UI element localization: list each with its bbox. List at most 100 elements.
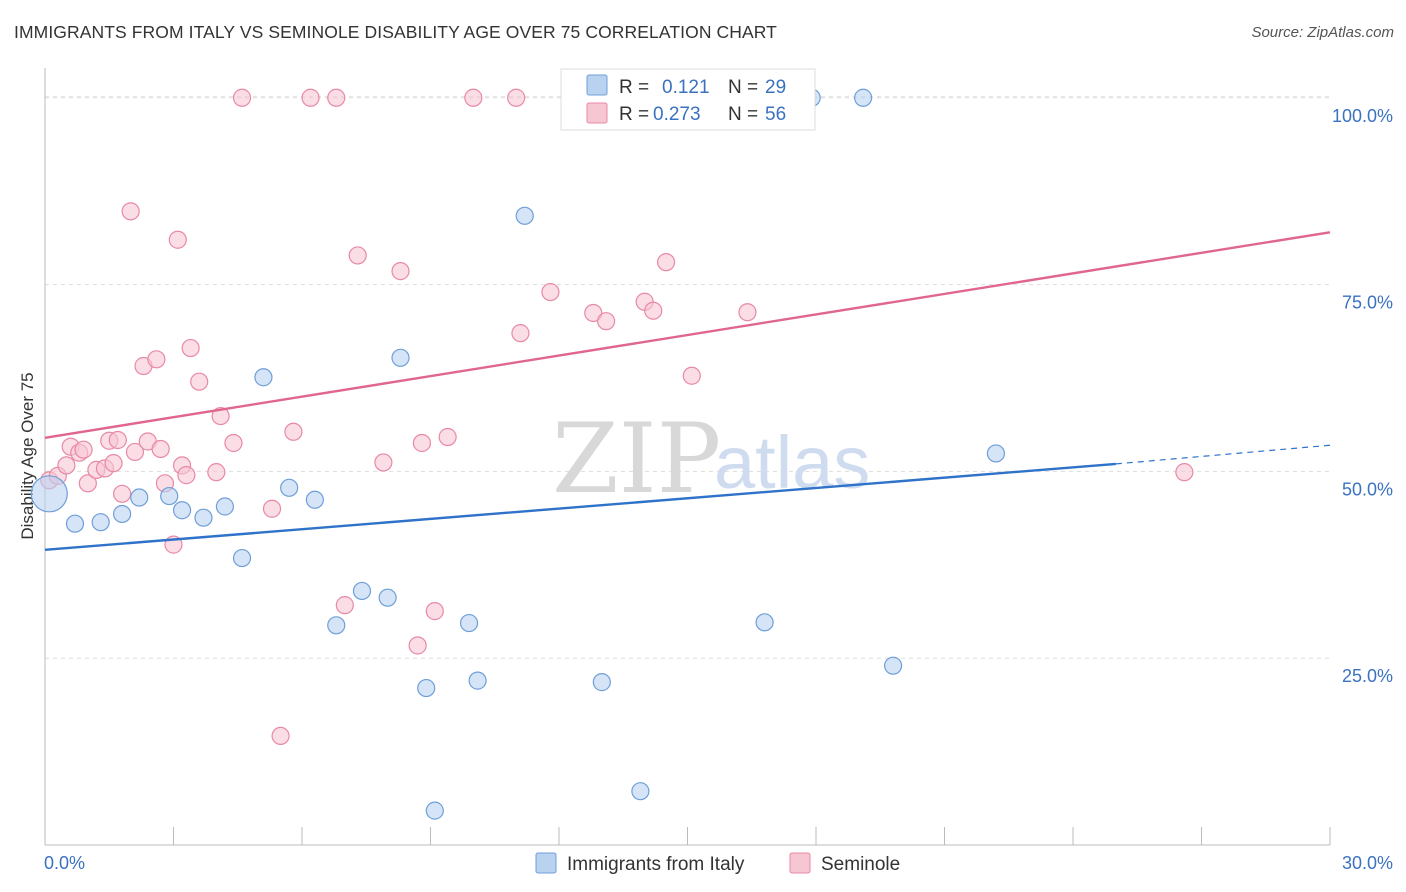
italy-point <box>280 478 299 497</box>
y-axis-label: Disability Age Over 75 <box>18 372 37 539</box>
legend-n-value-seminole: 56 <box>765 104 786 125</box>
seminole-point <box>168 230 187 249</box>
y-tick-label: 100.0% <box>1332 106 1393 126</box>
legend-r-value-italy: 0.121 <box>662 77 710 98</box>
chart-title: IMMIGRANTS FROM ITALY VS SEMINOLE DISABI… <box>14 22 777 42</box>
italy-point <box>417 678 436 698</box>
seminole-point <box>682 366 701 385</box>
y-tick-label: 50.0% <box>1342 479 1393 499</box>
seminole-point <box>181 338 200 358</box>
seminole-point <box>147 350 166 369</box>
seminole-point <box>284 422 303 441</box>
italy-point <box>30 475 68 513</box>
seminole-point <box>507 88 526 107</box>
seminole-point <box>597 312 616 331</box>
italy-point <box>172 501 192 520</box>
seminole-point <box>224 433 243 453</box>
seminole-point <box>112 484 132 503</box>
seminole-point <box>438 427 457 447</box>
italy-point <box>91 513 110 532</box>
seminole-point <box>464 88 483 107</box>
legend-r-value-seminole: 0.273 <box>653 104 701 125</box>
italy-point <box>755 613 774 632</box>
seminole-point <box>74 440 93 459</box>
series-legend: Immigrants from Italy Seminole <box>535 852 900 875</box>
seminole-point <box>584 303 603 323</box>
seminole-point <box>190 372 209 391</box>
seminole-point <box>391 262 410 281</box>
italy-point <box>194 508 213 527</box>
italy-point <box>515 206 534 225</box>
seminole-point <box>121 202 140 221</box>
italy-point <box>378 588 397 607</box>
seminole-point <box>656 253 676 272</box>
y-tick-label: 75.0% <box>1342 293 1393 313</box>
seminole-point <box>541 282 560 302</box>
seminole-point <box>57 456 76 475</box>
seminole-point <box>151 439 170 459</box>
italy-point <box>130 488 149 507</box>
seminole-point <box>271 726 290 746</box>
italy-point <box>352 581 372 601</box>
italy-point <box>305 490 324 509</box>
legend-n-label-seminole: N = <box>728 104 758 125</box>
watermark-atlas: atlas <box>714 421 870 504</box>
legend-n-value-italy: 29 <box>765 77 786 98</box>
legend-swatch-seminole <box>586 102 608 124</box>
legend-r-label-seminole: R = <box>619 104 649 125</box>
italy-point <box>327 616 346 635</box>
legend-r-label-italy: R = <box>619 77 649 98</box>
seminole-point <box>511 324 530 343</box>
seminole-point <box>348 246 367 265</box>
x-axis-ticks <box>44 827 1331 845</box>
seminole-point <box>412 433 432 453</box>
x-tick-label-max: 30.0% <box>1342 853 1393 873</box>
source-credit: Source: ZipAtlas.com <box>1251 24 1394 41</box>
seminole-point <box>425 602 444 621</box>
seminole-point <box>207 463 226 482</box>
italy-point <box>459 613 479 633</box>
y-axis-tick-labels: 25.0% 50.0% 75.0% 100.0% <box>1332 106 1393 686</box>
seminole-point <box>301 88 320 107</box>
seminole-point <box>327 88 346 107</box>
seminole-point <box>125 442 145 462</box>
series-legend-label-seminole: Seminole <box>821 854 900 875</box>
seminole-point <box>262 499 282 518</box>
italy-point <box>391 348 410 367</box>
seminole-point <box>1175 463 1194 482</box>
watermark-zip: ZIP <box>552 403 721 515</box>
italy-point <box>65 514 85 533</box>
seminole-point <box>374 453 393 472</box>
italy-point <box>215 497 234 516</box>
italy-point <box>883 656 903 675</box>
italy-point <box>468 671 487 690</box>
italy-point <box>232 548 252 568</box>
stats-legend: R = 0.121 N = 29 R = 0.273 N = 56 <box>560 68 816 131</box>
series-legend-swatch-seminole <box>789 852 811 874</box>
italy-point <box>854 88 873 107</box>
italy-trend-extension <box>1115 444 1331 465</box>
seminole-point <box>104 454 123 473</box>
seminole-point <box>408 636 427 655</box>
italy-point <box>160 486 179 506</box>
seminole-point <box>335 596 354 615</box>
italy-point <box>631 782 650 801</box>
seminole-point <box>177 466 196 485</box>
seminole-trend-line <box>44 231 1331 439</box>
seminole-point <box>211 406 230 426</box>
italy-point <box>254 368 273 387</box>
seminole-point <box>232 88 252 107</box>
italy-point <box>592 673 611 692</box>
trend-lines <box>44 231 1331 552</box>
italy-point <box>425 801 444 820</box>
italy-point <box>986 444 1006 463</box>
series-legend-swatch-italy <box>535 852 557 874</box>
seminole-point <box>108 430 127 450</box>
legend-n-label-italy: N = <box>728 77 758 98</box>
series-legend-label-italy: Immigrants from Italy <box>567 854 745 875</box>
legend-swatch-italy <box>586 74 608 96</box>
italy-trend-line <box>44 462 1116 552</box>
y-tick-label: 25.0% <box>1342 666 1393 686</box>
x-tick-label-min: 0.0% <box>44 853 85 873</box>
